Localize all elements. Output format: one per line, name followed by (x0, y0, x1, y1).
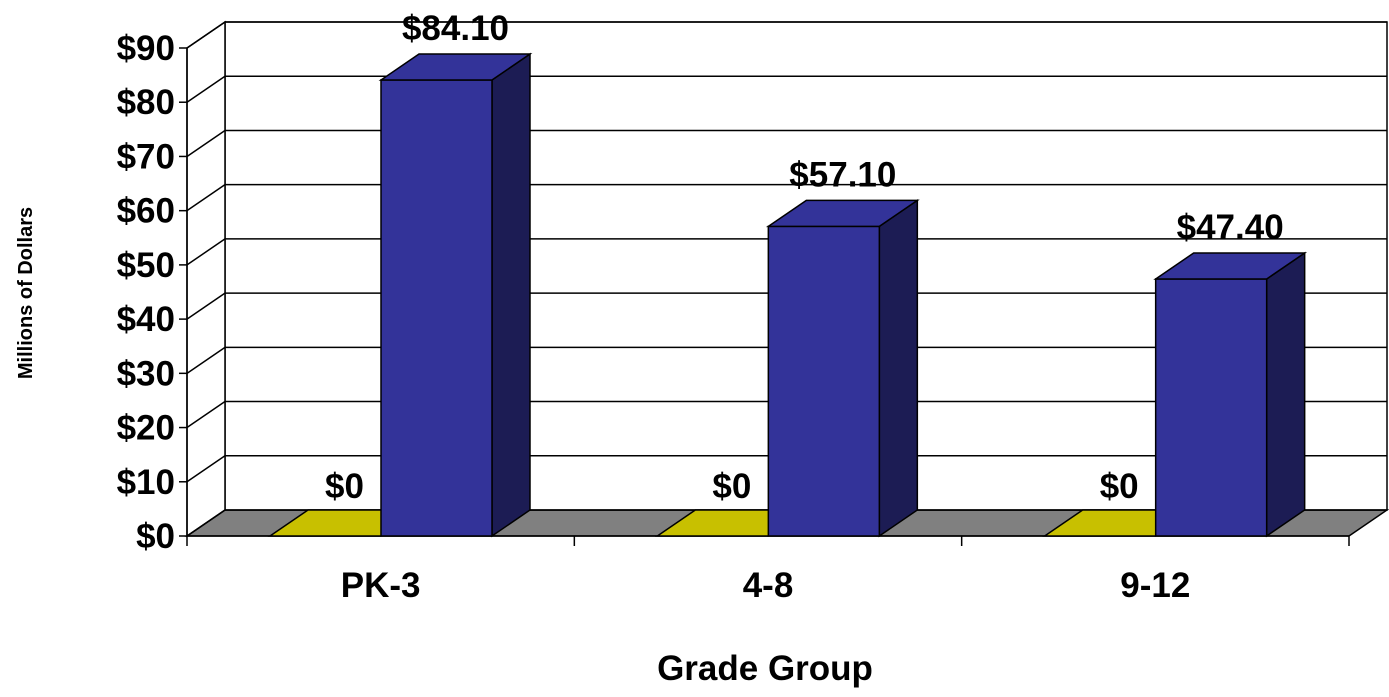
data-label: $0 (1100, 467, 1139, 506)
gridline-side (186, 21, 226, 49)
gridline-side (186, 455, 226, 483)
gridline-side (186, 400, 226, 429)
category-label: 4-8 (743, 566, 794, 605)
y-tick-label: $70 (117, 137, 175, 176)
labels: $0 $10 $20 $30 $40 $50 $60 $70 $80 $90 PK-3 4-8 9-12… (117, 9, 1284, 605)
x-axis-title: Grade Group (657, 649, 873, 688)
y-tick-label: $80 (117, 83, 175, 122)
data-label: $0 (712, 467, 751, 506)
bar-side (878, 198, 919, 538)
y-tick-label: $90 (117, 29, 175, 68)
bar-top (1153, 252, 1308, 280)
bar-side (491, 52, 531, 538)
gridline-side (186, 129, 226, 158)
y-tick-label: $30 (117, 354, 175, 393)
bars (267, 52, 1308, 538)
data-label: $84.10 (402, 9, 509, 48)
category-label: 9-12 (1120, 566, 1190, 605)
gridline-side (186, 184, 226, 212)
bar-side (1265, 251, 1306, 538)
gridline-side (186, 346, 226, 374)
y-tick-label: $20 (117, 409, 175, 448)
bar (380, 79, 493, 537)
y-tick-label: $10 (117, 463, 175, 502)
bar (1154, 278, 1268, 537)
data-label: $0 (325, 467, 364, 506)
y-axis-title: Millions of Dollars (15, 207, 37, 379)
gridline-side (186, 292, 226, 320)
category-label: PK-3 (341, 566, 421, 605)
bar-top (765, 199, 920, 228)
y-tick-label: $0 (136, 517, 175, 556)
data-label: $57.10 (789, 155, 896, 194)
gridline-side (186, 238, 226, 266)
y-tick-label: $60 (117, 192, 175, 231)
y-tick-label: $40 (117, 300, 175, 339)
y-tick-label: $50 (117, 246, 175, 285)
gridline-side (186, 509, 226, 537)
bar-top (378, 53, 533, 81)
data-label: $47.40 (1177, 208, 1284, 247)
bar (767, 225, 881, 537)
gridline-side (186, 75, 226, 103)
